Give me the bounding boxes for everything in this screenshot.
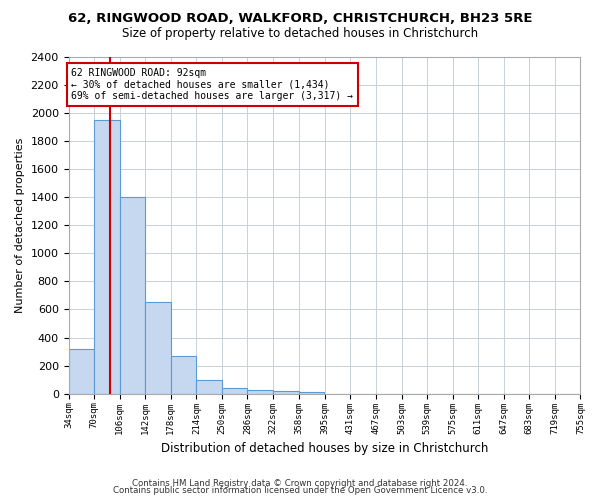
Bar	[119, 197, 145, 394]
Text: Contains HM Land Registry data © Crown copyright and database right 2024.: Contains HM Land Registry data © Crown c…	[132, 478, 468, 488]
Bar	[68, 349, 94, 394]
Bar	[222, 388, 247, 394]
Text: Size of property relative to detached houses in Christchurch: Size of property relative to detached ho…	[122, 28, 478, 40]
Bar	[196, 380, 222, 394]
Bar	[145, 302, 171, 394]
Text: Contains public sector information licensed under the Open Government Licence v3: Contains public sector information licen…	[113, 486, 487, 495]
X-axis label: Distribution of detached houses by size in Christchurch: Distribution of detached houses by size …	[161, 442, 488, 455]
Bar	[171, 356, 196, 394]
Bar	[299, 392, 324, 394]
Bar	[273, 391, 299, 394]
Y-axis label: Number of detached properties: Number of detached properties	[15, 138, 25, 313]
Text: 62 RINGWOOD ROAD: 92sqm
← 30% of detached houses are smaller (1,434)
69% of semi: 62 RINGWOOD ROAD: 92sqm ← 30% of detache…	[71, 68, 353, 101]
Text: 62, RINGWOOD ROAD, WALKFORD, CHRISTCHURCH, BH23 5RE: 62, RINGWOOD ROAD, WALKFORD, CHRISTCHURC…	[68, 12, 532, 26]
Bar	[94, 120, 119, 394]
Bar	[247, 390, 273, 394]
